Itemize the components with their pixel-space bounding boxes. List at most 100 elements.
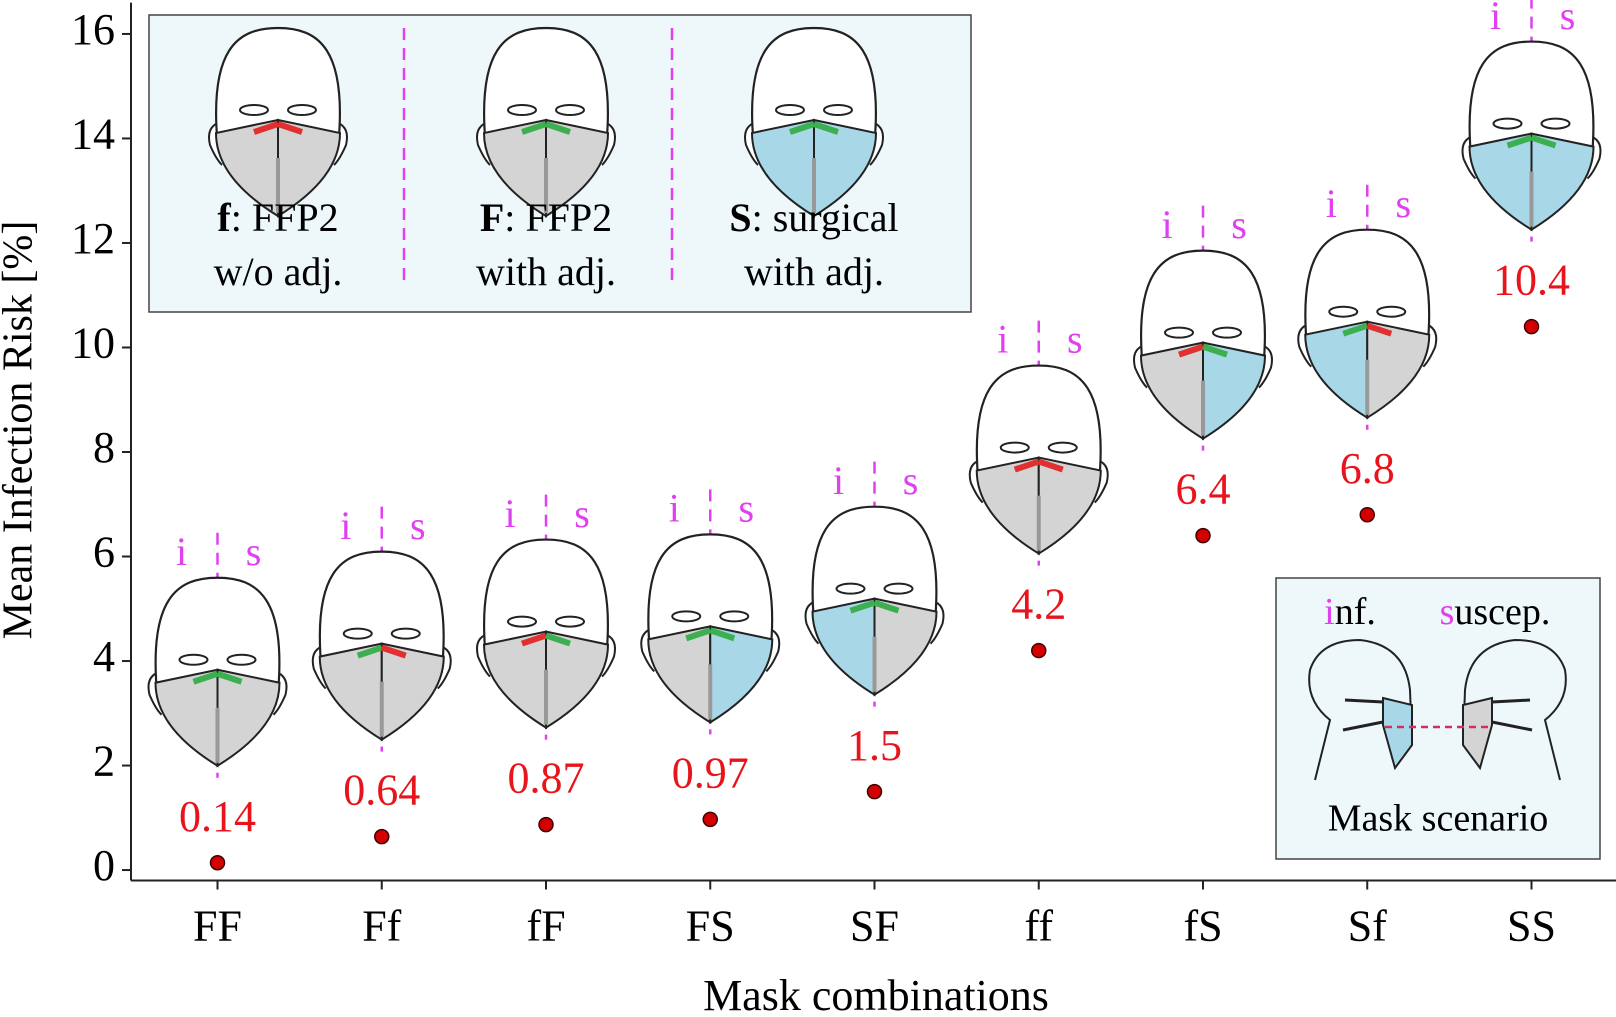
legend-key: S [729,195,751,240]
mask-left [811,597,876,697]
value-label: 6.8 [1340,444,1395,493]
mask-left [154,668,219,768]
nose-clip [216,670,243,685]
face-label-infected: i [340,503,351,548]
head [214,26,342,150]
head [318,550,445,673]
head [1139,249,1267,372]
y-tick-label: 12 [71,214,115,263]
mask-strap [1342,698,1384,732]
x-tick-label: Sf [1348,902,1387,951]
nose-clip [849,599,876,614]
nose-clip [192,670,219,685]
nose-clip [356,644,383,659]
face-label-susceptible: s [1231,202,1247,247]
nose-clip [1342,322,1369,337]
mask-right [1202,341,1267,441]
x-tick-label: SF [850,902,899,951]
eye [287,104,317,116]
data-point [1195,527,1211,544]
mask-left [750,118,815,218]
value-label: 4.2 [1011,580,1066,629]
data-point [1031,642,1047,659]
y-tick-label: 10 [71,319,115,368]
data-point [209,854,226,871]
y-tick-label: 8 [93,423,115,472]
y-tick-label: 0 [93,841,115,890]
eye [1047,441,1078,454]
mask-left [482,630,547,730]
mask-left [318,642,383,742]
y-axis-label: Mean Infection Risk [%] [0,221,42,640]
nose-clip [685,627,712,642]
head [1468,40,1595,163]
nose-clip [521,632,547,647]
mask-right [873,597,938,697]
eye [1492,117,1523,130]
legend-key: f [217,195,231,240]
mask-left [647,625,712,725]
eye [178,653,209,666]
head [975,364,1102,487]
head [647,533,774,656]
scenario-infected: inf. [1324,591,1376,633]
face-label-susceptible: s [738,486,754,531]
nose-clip [380,644,407,659]
eye [1540,117,1571,130]
eye [719,610,750,623]
mask-left [1468,132,1533,232]
face-label-susceptible: s [410,503,426,548]
y-tick-label: 14 [71,110,115,159]
eye [835,582,866,595]
face-label-infected: i [176,529,187,574]
x-tick-label: SS [1507,902,1556,951]
mask-right [709,625,774,725]
nose-clip [1506,134,1533,149]
head [482,26,610,150]
face-label-infected: i [504,491,515,536]
y-tick-label: 4 [93,632,115,681]
head [811,505,938,628]
mask-strap [1491,698,1533,732]
face-icon [476,26,616,218]
nose-clip [545,121,571,135]
nose-clip [813,121,839,135]
data-point [374,828,390,845]
value-label: 6.4 [1176,465,1231,514]
mask-left [214,118,279,218]
value-label: 0.64 [343,766,420,815]
legend-key: F [480,195,504,240]
value-label: 10.4 [1493,256,1570,305]
face-label-infected: i [1161,202,1172,247]
nose-clip [709,627,736,642]
eye [390,627,421,640]
nose-clip [277,121,303,135]
face-label-susceptible: s [1560,0,1576,38]
nose-clip [1366,322,1393,337]
mask-right [277,118,342,218]
x-tick-label: ff [1024,902,1053,951]
legend-label: S: surgical [729,195,898,240]
data-point [702,811,718,828]
legend-note: with adj. [476,249,616,294]
x-tick-label: Ff [362,902,401,951]
face-label-infected: i [1326,181,1337,226]
mask-left [482,118,547,218]
nose-clip [789,121,815,135]
face-label-infected: i [833,458,844,503]
side-head [1308,638,1413,781]
eye [1328,305,1359,318]
value-label: 1.5 [847,721,902,770]
eye [1212,326,1242,339]
nose-clip [1530,134,1557,149]
nose-clip [1202,343,1228,358]
legend-label: F: FFP2 [480,195,612,240]
mask-right [380,642,445,742]
data-point [866,783,883,800]
face-label-susceptible: s [1395,181,1411,226]
face-icon [208,26,348,218]
